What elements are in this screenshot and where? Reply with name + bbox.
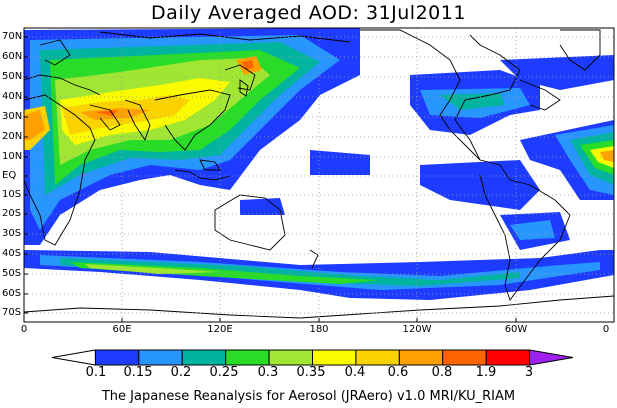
lat-label-eq: EQ <box>2 170 17 181</box>
lon-label-120w: 120W <box>402 324 432 335</box>
colorbar-swatch <box>51 349 96 366</box>
lat-label-60n: 60N <box>2 51 23 62</box>
colorbar-swatch <box>94 349 140 366</box>
colorbar-swatch <box>225 349 270 366</box>
colorbar-label: 0.3 <box>257 365 279 380</box>
map-title: Daily Averaged AOD: 31Jul2011 <box>151 2 466 24</box>
colorbar-swatch <box>312 349 357 366</box>
lat-label-10n: 10N <box>2 151 23 162</box>
lon-label-60w: 60W <box>504 324 528 335</box>
colorbar <box>51 349 574 366</box>
lat-label-60s: 60S <box>2 288 22 299</box>
footer-credit: The Japanese Reanalysis for Aerosol (JRA… <box>101 389 516 404</box>
colorbar-swatch <box>529 349 574 366</box>
lon-label-0-east: 0 <box>602 324 610 335</box>
colorbar-label: 0.15 <box>123 365 153 380</box>
colorbar-label: 3 <box>524 365 534 380</box>
lon-label-120e: 120E <box>207 324 233 335</box>
colorbar-swatch <box>442 349 487 366</box>
colorbar-label: 0.1 <box>85 365 107 380</box>
colorbar-label: 0.2 <box>170 365 192 380</box>
lat-label-40n: 40N <box>2 91 23 102</box>
lat-label-20n: 20N <box>2 131 23 142</box>
colorbar-label: 0.8 <box>431 365 453 380</box>
colorbar-swatch <box>485 349 531 366</box>
lat-label-50s: 50S <box>2 268 22 279</box>
colorbar-label: 0.25 <box>209 365 239 380</box>
lat-label-50n: 50N <box>2 71 23 82</box>
colorbar-label: 0.35 <box>296 365 326 380</box>
lon-label-60e: 60E <box>112 324 132 335</box>
colorbar-label: 1.9 <box>475 365 497 380</box>
lat-label-10s: 10S <box>2 189 22 200</box>
gridlines <box>24 28 614 322</box>
colorbar-swatch <box>181 349 227 366</box>
lat-label-40s: 40S <box>2 248 22 259</box>
lat-label-30n: 30N <box>2 111 23 122</box>
aod-level-0.8 <box>95 60 254 116</box>
colorbar-swatch <box>355 349 400 366</box>
lon-label-180: 180 <box>309 324 329 335</box>
lat-label-70n: 70N <box>2 31 23 42</box>
lat-label-20s: 20S <box>2 208 22 219</box>
axis-ticks <box>24 36 517 322</box>
lon-label-0-west: 0 <box>20 324 28 335</box>
colorbar-swatch <box>138 349 183 366</box>
colorbar-label: 0.4 <box>344 365 366 380</box>
aod-field <box>24 28 614 322</box>
colorbar-swatch <box>398 349 444 366</box>
lat-label-30s: 30S <box>2 228 22 239</box>
colorbar-label: 0.6 <box>387 365 409 380</box>
colorbar-swatch <box>268 349 314 366</box>
lat-label-70s: 70S <box>2 307 22 318</box>
